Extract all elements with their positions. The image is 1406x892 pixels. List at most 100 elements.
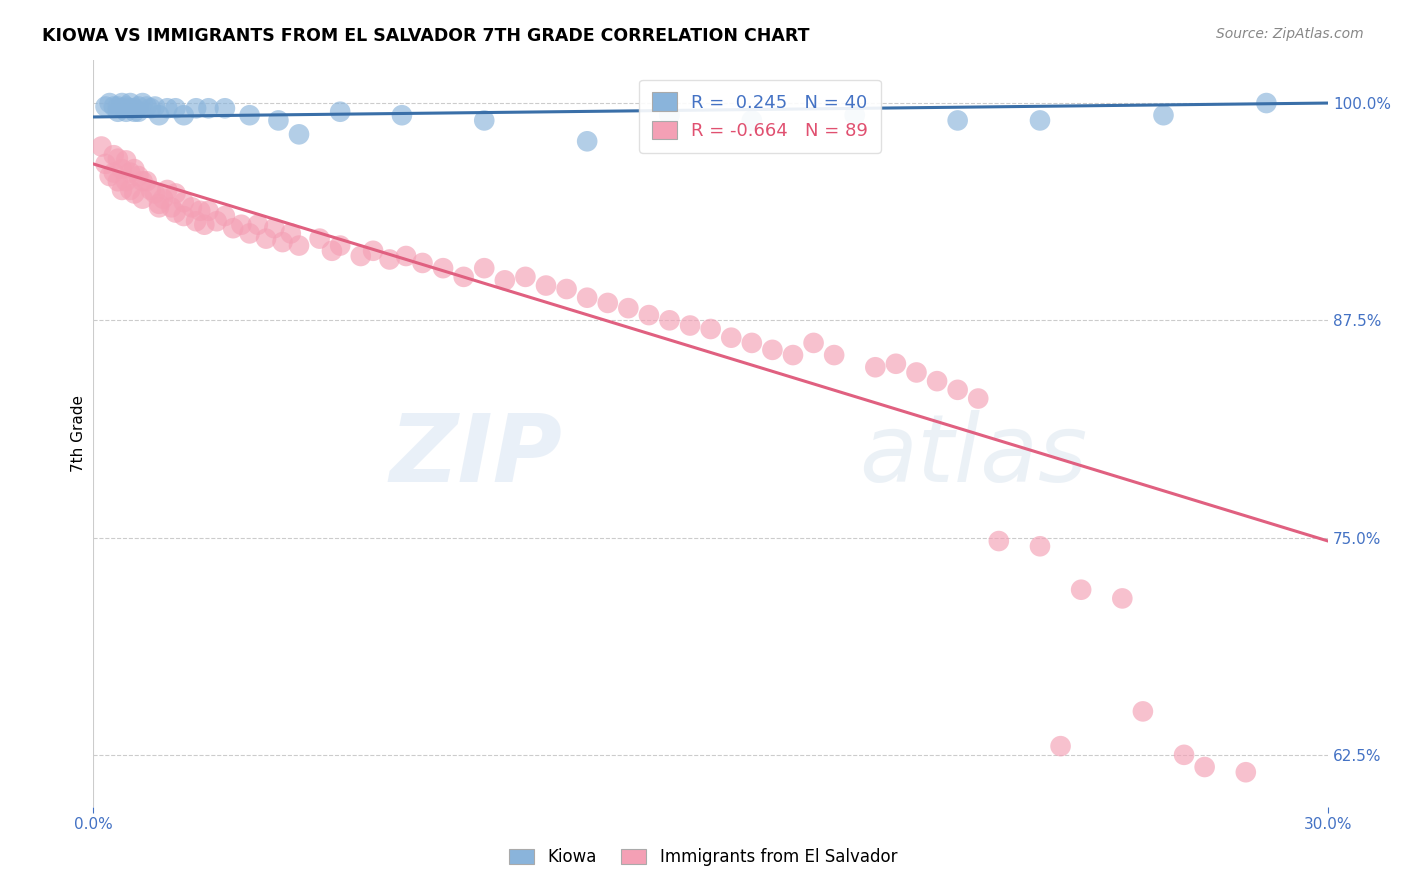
Point xyxy=(555,282,578,296)
Point xyxy=(139,183,162,197)
Point xyxy=(967,392,990,406)
Point xyxy=(98,96,121,111)
Point xyxy=(884,357,907,371)
Point xyxy=(534,278,557,293)
Point xyxy=(761,343,783,357)
Point xyxy=(156,183,179,197)
Point xyxy=(378,252,401,267)
Point xyxy=(107,104,129,119)
Point xyxy=(803,335,825,350)
Point xyxy=(107,174,129,188)
Point xyxy=(124,162,146,177)
Point xyxy=(165,205,187,219)
Point xyxy=(679,318,702,333)
Point xyxy=(107,99,129,113)
Point xyxy=(115,104,138,119)
Point xyxy=(823,348,845,362)
Point xyxy=(111,183,134,197)
Point xyxy=(160,200,183,214)
Point xyxy=(103,148,125,162)
Point xyxy=(271,235,294,249)
Point xyxy=(391,108,413,122)
Point xyxy=(139,101,162,115)
Point xyxy=(350,249,373,263)
Point xyxy=(329,238,352,252)
Point xyxy=(120,96,142,111)
Point xyxy=(120,165,142,179)
Point xyxy=(135,174,157,188)
Point xyxy=(98,169,121,183)
Point xyxy=(127,99,149,113)
Point xyxy=(127,169,149,183)
Point xyxy=(395,249,418,263)
Point xyxy=(127,104,149,119)
Point xyxy=(90,139,112,153)
Point xyxy=(173,209,195,223)
Point xyxy=(617,301,640,315)
Point xyxy=(115,174,138,188)
Point xyxy=(267,113,290,128)
Point xyxy=(124,101,146,115)
Point xyxy=(246,218,269,232)
Point xyxy=(124,186,146,201)
Point xyxy=(115,153,138,168)
Point xyxy=(94,99,117,113)
Point xyxy=(741,335,763,350)
Point xyxy=(515,269,537,284)
Point xyxy=(148,197,170,211)
Point xyxy=(120,183,142,197)
Point xyxy=(214,101,236,115)
Point xyxy=(231,218,253,232)
Point xyxy=(135,99,157,113)
Point xyxy=(280,227,302,241)
Point xyxy=(472,261,495,276)
Point xyxy=(239,227,262,241)
Point xyxy=(148,200,170,214)
Point xyxy=(865,360,887,375)
Point xyxy=(111,162,134,177)
Point xyxy=(222,221,245,235)
Point xyxy=(107,152,129,166)
Point xyxy=(184,214,207,228)
Point xyxy=(263,221,285,235)
Point xyxy=(1234,765,1257,780)
Point xyxy=(1153,108,1175,122)
Point xyxy=(173,195,195,210)
Point xyxy=(596,296,619,310)
Point xyxy=(165,101,187,115)
Point xyxy=(173,108,195,122)
Point xyxy=(432,261,454,276)
Point xyxy=(1194,760,1216,774)
Point xyxy=(103,99,125,113)
Text: ZIP: ZIP xyxy=(389,409,562,501)
Point xyxy=(197,203,219,218)
Point xyxy=(1049,739,1071,753)
Point xyxy=(329,104,352,119)
Point xyxy=(844,108,866,122)
Point xyxy=(111,101,134,115)
Point xyxy=(361,244,384,258)
Point xyxy=(115,99,138,113)
Point xyxy=(1111,591,1133,606)
Legend: Kiowa, Immigrants from El Salvador: Kiowa, Immigrants from El Salvador xyxy=(501,840,905,875)
Y-axis label: 7th Grade: 7th Grade xyxy=(72,395,86,472)
Point xyxy=(197,101,219,115)
Point xyxy=(1256,96,1278,111)
Point xyxy=(214,209,236,223)
Text: Source: ZipAtlas.com: Source: ZipAtlas.com xyxy=(1216,27,1364,41)
Point xyxy=(1132,705,1154,719)
Point xyxy=(720,331,742,345)
Point xyxy=(143,99,166,113)
Point xyxy=(321,244,343,258)
Point xyxy=(453,269,475,284)
Point xyxy=(181,200,204,214)
Point xyxy=(308,232,330,246)
Point xyxy=(946,383,969,397)
Point xyxy=(741,113,763,128)
Point xyxy=(111,96,134,111)
Text: KIOWA VS IMMIGRANTS FROM EL SALVADOR 7TH GRADE CORRELATION CHART: KIOWA VS IMMIGRANTS FROM EL SALVADOR 7TH… xyxy=(42,27,810,45)
Point xyxy=(288,238,311,252)
Point xyxy=(412,256,434,270)
Point xyxy=(576,291,599,305)
Point xyxy=(239,108,262,122)
